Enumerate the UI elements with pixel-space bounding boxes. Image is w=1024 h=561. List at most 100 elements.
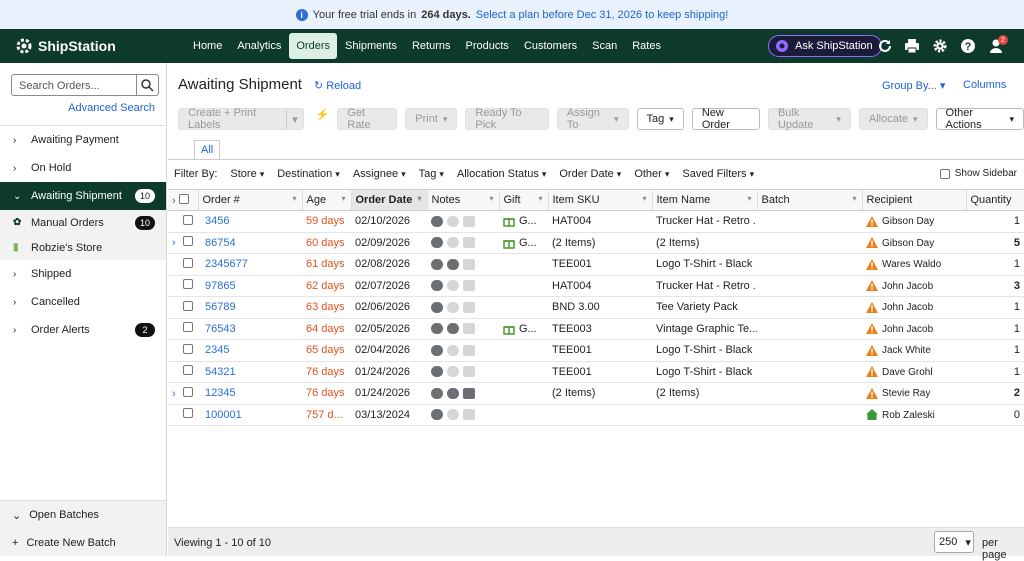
ask-button[interactable]: Ask ShipStation — [768, 35, 882, 57]
filter[interactable]: Store ▾ — [230, 168, 264, 180]
filter[interactable]: Destination ▾ — [277, 168, 340, 180]
sidebar-item[interactable]: › Shipped — [0, 260, 166, 288]
tab-all[interactable]: All — [194, 140, 221, 159]
order-row[interactable]: 2345677 61 days 02/08/2026 TEE001 Logo T-Shi… — [168, 253, 1024, 276]
filter[interactable]: Tag ▾ — [419, 168, 444, 180]
sidebar-item[interactable]: ⌄ Awaiting Shipment 10 — [0, 182, 166, 210]
nav-item[interactable]: Customers — [523, 40, 578, 52]
group-by[interactable]: Group By... ▾ — [882, 80, 946, 92]
order-number[interactable]: 12345 — [198, 382, 302, 405]
filter[interactable]: Saved Filters ▾ — [682, 168, 754, 180]
row-select[interactable] — [168, 361, 198, 383]
order-number[interactable]: 56789 — [198, 296, 302, 319]
order-row[interactable]: 56789 63 days 02/06/2026 BND 3.00 Tee Variet… — [168, 296, 1024, 319]
column-header[interactable]: Notes ▾ — [427, 189, 500, 211]
chevron: › — [13, 268, 17, 280]
order-row[interactable]: 100001 757 d... 03/13/2024 Rob Zaleski 0 — [168, 404, 1024, 426]
logo[interactable]: ShipStation — [16, 38, 186, 54]
row-select[interactable] — [168, 296, 198, 319]
column-header[interactable]: Age ▾ — [302, 189, 352, 211]
order-date: 02/05/2026 — [351, 318, 427, 340]
order-row[interactable]: 3456 59 days 02/10/2026 G... HAT004 Trucker H… — [168, 210, 1024, 233]
settings-icon[interactable] — [932, 38, 948, 54]
order-number[interactable]: 97865 — [198, 275, 302, 297]
order-number[interactable]: 76543 — [198, 318, 302, 340]
nav-item[interactable]: Analytics — [237, 40, 282, 52]
plan-link[interactable]: Select a plan before Dec 31, 2026 to kee… — [475, 8, 729, 21]
toolbar-button[interactable]: New Order — [691, 107, 760, 131]
order-row[interactable]: › 12345 76 days 01/24/2026 (2 Items) (2 Item… — [168, 382, 1024, 405]
row-select[interactable] — [168, 210, 198, 233]
name: (2 Items) — [656, 387, 700, 400]
nav-item[interactable]: Returns — [411, 40, 451, 52]
column-header[interactable]: Recipient — [862, 189, 967, 211]
order-number[interactable]: 86754 — [198, 232, 302, 254]
nav-item[interactable]: Home — [193, 40, 223, 52]
nav-item[interactable]: Scan — [592, 40, 618, 52]
sidebar-label: Awaiting Shipment — [31, 190, 122, 202]
sidebar-item[interactable]: › Order Alerts 2 — [0, 316, 166, 344]
per-page-select[interactable]: 250 ▾ — [934, 531, 974, 553]
search-box[interactable]: Search Orders... — [11, 74, 159, 96]
column-header[interactable]: Gift ▾ — [499, 189, 549, 211]
order-number[interactable]: 2345 — [198, 339, 302, 362]
column-header[interactable]: Order Date ▾ — [351, 189, 428, 211]
column-header[interactable]: Item SKU ▾ — [548, 189, 653, 211]
row-select[interactable] — [168, 404, 198, 426]
nav-item[interactable]: Rates — [632, 40, 661, 52]
order-row[interactable]: 97865 62 days 02/07/2026 HAT004 Trucker Hat … — [168, 275, 1024, 297]
caret: ▾ — [614, 113, 619, 124]
filter[interactable]: Other ▾ — [634, 168, 669, 180]
select-all[interactable]: › — [168, 189, 199, 211]
order-row[interactable]: 2345 65 days 02/04/2026 TEE001 Logo T-Shirt … — [168, 339, 1024, 362]
sidebar-item[interactable]: ✿ Manual Orders 10 — [0, 210, 166, 235]
sidebar-item[interactable]: › Cancelled — [0, 288, 166, 316]
toolbar-button[interactable]: Tag ▾ — [636, 108, 684, 130]
help-icon[interactable]: ? — [960, 38, 976, 54]
nav-item[interactable]: Shipments — [345, 40, 397, 52]
row-select[interactable]: › — [168, 232, 198, 254]
order-row[interactable]: 76543 64 days 02/05/2026 G... TEE003 Vintage … — [168, 318, 1024, 340]
order-number[interactable]: 2345677 — [198, 253, 302, 276]
sidebar-item[interactable]: › Awaiting Payment — [0, 126, 166, 154]
row-select[interactable] — [168, 253, 198, 276]
order-number[interactable]: 54321 — [198, 361, 302, 383]
show-sidebar[interactable]: Show Sidebar — [939, 168, 1017, 179]
nav-item[interactable]: Products — [465, 40, 509, 52]
row-select[interactable] — [168, 318, 198, 340]
toolbar-button[interactable]: Other Actions ▾ — [935, 107, 1024, 131]
column-header[interactable]: Item Name ▾ — [652, 189, 758, 211]
print-icon[interactable] — [904, 38, 920, 54]
columns-link[interactable]: Columns — [963, 79, 1007, 91]
order-number[interactable]: 100001 — [198, 404, 302, 426]
search-button[interactable] — [136, 75, 158, 95]
order-row[interactable]: › 86754 60 days 02/09/2026 G... (2 Items) (2 … — [168, 232, 1024, 254]
row-select[interactable] — [168, 275, 198, 297]
checkbox[interactable] — [939, 168, 950, 179]
age: 63 days — [302, 296, 351, 319]
banner-days: 264 days. — [421, 8, 471, 21]
order-row[interactable]: 54321 76 days 01/24/2026 TEE001 Logo T-Shirt… — [168, 361, 1024, 383]
recipient: John Jacob — [862, 318, 966, 340]
reload[interactable]: ↻ Reload — [314, 80, 362, 92]
filter[interactable]: Assignee ▾ — [353, 168, 406, 180]
open-batches[interactable]: ⌄ Open Batches — [0, 501, 166, 529]
user-icon[interactable] — [988, 38, 1004, 54]
order-number[interactable]: 3456 — [198, 210, 302, 233]
show-sidebar-label: Show Sidebar — [954, 168, 1017, 179]
checkbox[interactable] — [178, 193, 189, 204]
filter[interactable]: Order Date ▾ — [559, 168, 621, 180]
nav-item[interactable]: Orders — [289, 33, 337, 59]
column-header[interactable]: Order # ▾ — [198, 189, 303, 211]
refresh-icon[interactable] — [877, 38, 893, 54]
row-select[interactable] — [168, 339, 198, 362]
column-header[interactable]: Batch ▾ — [757, 189, 863, 211]
column-header[interactable]: Quantity — [966, 189, 1024, 211]
filter[interactable]: Allocation Status ▾ — [457, 168, 546, 180]
filter-label: Assignee — [352, 168, 399, 180]
advanced-search[interactable]: Advanced Search — [68, 102, 155, 114]
row-select[interactable]: › — [168, 382, 198, 405]
sidebar-item[interactable]: ▮ Robzie's Store — [0, 235, 166, 260]
create-batch[interactable]: + Create New Batch — [0, 529, 166, 557]
sidebar-item[interactable]: › On Hold — [0, 154, 166, 182]
